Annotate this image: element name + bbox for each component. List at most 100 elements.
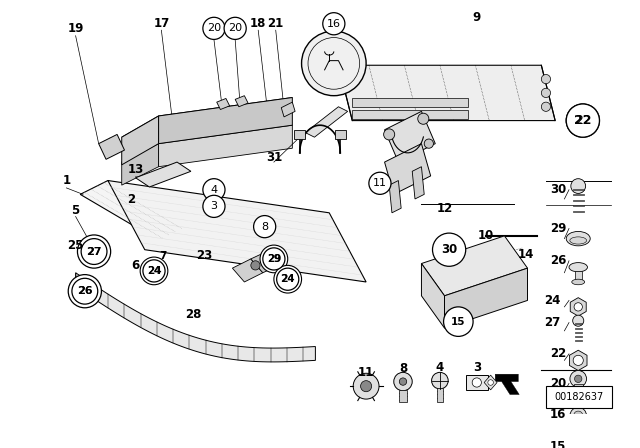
- Circle shape: [573, 315, 584, 326]
- Polygon shape: [352, 98, 468, 107]
- Polygon shape: [305, 107, 348, 137]
- Text: 24: 24: [544, 294, 561, 307]
- Text: 20: 20: [228, 23, 242, 33]
- Text: 24: 24: [280, 274, 295, 284]
- Text: 6: 6: [131, 259, 140, 272]
- Text: 1: 1: [62, 174, 70, 187]
- Ellipse shape: [566, 232, 590, 246]
- Circle shape: [570, 407, 586, 424]
- Text: 4: 4: [211, 185, 218, 195]
- Polygon shape: [399, 390, 406, 402]
- Circle shape: [140, 257, 168, 285]
- Circle shape: [81, 239, 107, 264]
- Text: 14: 14: [518, 248, 534, 261]
- Text: 19: 19: [67, 22, 84, 35]
- Circle shape: [472, 378, 481, 387]
- Polygon shape: [445, 268, 527, 328]
- Polygon shape: [466, 375, 488, 390]
- Circle shape: [224, 17, 246, 39]
- Text: 29: 29: [267, 254, 281, 264]
- Circle shape: [573, 355, 583, 366]
- Text: 25: 25: [67, 239, 84, 252]
- Polygon shape: [352, 109, 468, 119]
- Text: 8: 8: [261, 222, 268, 232]
- Circle shape: [575, 375, 582, 383]
- Text: 22: 22: [575, 114, 591, 127]
- Circle shape: [323, 13, 345, 35]
- Polygon shape: [294, 130, 305, 139]
- Polygon shape: [575, 421, 581, 430]
- Polygon shape: [412, 167, 424, 199]
- Circle shape: [253, 215, 276, 238]
- Polygon shape: [159, 125, 292, 167]
- Circle shape: [574, 303, 582, 311]
- Polygon shape: [389, 181, 401, 213]
- Polygon shape: [136, 162, 191, 187]
- Polygon shape: [339, 65, 555, 121]
- Text: 4: 4: [436, 361, 444, 374]
- Text: 18: 18: [250, 17, 266, 30]
- Circle shape: [571, 179, 586, 194]
- Polygon shape: [251, 253, 276, 273]
- Polygon shape: [80, 181, 186, 241]
- Text: 27: 27: [86, 246, 102, 257]
- Polygon shape: [385, 144, 431, 194]
- Circle shape: [77, 235, 111, 268]
- Circle shape: [541, 88, 550, 98]
- Circle shape: [263, 248, 285, 270]
- Circle shape: [541, 102, 550, 112]
- Text: 17: 17: [153, 17, 170, 30]
- Text: 26: 26: [78, 286, 92, 296]
- Polygon shape: [570, 297, 586, 316]
- Text: 27: 27: [544, 316, 561, 329]
- Polygon shape: [573, 384, 583, 393]
- Text: 20: 20: [550, 377, 566, 390]
- Circle shape: [424, 139, 433, 148]
- Polygon shape: [422, 236, 527, 296]
- Circle shape: [541, 74, 550, 84]
- Circle shape: [203, 17, 225, 39]
- Text: 15: 15: [451, 317, 465, 327]
- Text: 8: 8: [399, 362, 407, 375]
- Text: 13: 13: [127, 163, 143, 176]
- Circle shape: [143, 260, 165, 282]
- Text: 3: 3: [473, 361, 481, 374]
- Ellipse shape: [570, 237, 587, 244]
- Circle shape: [444, 307, 473, 336]
- Circle shape: [72, 278, 98, 304]
- Polygon shape: [575, 327, 582, 328]
- Polygon shape: [495, 374, 519, 395]
- Text: 26: 26: [77, 286, 93, 296]
- Text: 7: 7: [159, 251, 167, 261]
- Text: 9: 9: [473, 11, 481, 24]
- Text: 11: 11: [358, 366, 374, 379]
- Polygon shape: [122, 98, 292, 137]
- Polygon shape: [560, 445, 588, 448]
- Polygon shape: [122, 116, 159, 165]
- Polygon shape: [573, 189, 584, 190]
- Text: 22: 22: [574, 114, 591, 127]
- Circle shape: [203, 179, 225, 201]
- Polygon shape: [575, 340, 582, 341]
- Ellipse shape: [569, 263, 588, 272]
- Text: 16: 16: [550, 408, 566, 421]
- Text: 20: 20: [207, 23, 221, 33]
- Circle shape: [573, 411, 583, 420]
- Circle shape: [566, 104, 600, 137]
- Circle shape: [251, 261, 260, 270]
- Polygon shape: [122, 144, 159, 185]
- Text: 26: 26: [550, 254, 566, 267]
- Text: 29: 29: [550, 222, 566, 235]
- Circle shape: [274, 265, 301, 293]
- Text: 15: 15: [550, 439, 566, 448]
- Circle shape: [260, 245, 288, 273]
- Circle shape: [418, 113, 429, 124]
- Polygon shape: [99, 134, 125, 159]
- Polygon shape: [575, 323, 582, 324]
- Circle shape: [570, 370, 586, 387]
- Text: 16: 16: [327, 19, 341, 29]
- Polygon shape: [76, 273, 316, 362]
- Circle shape: [276, 268, 299, 290]
- Text: 31: 31: [266, 151, 282, 164]
- Polygon shape: [122, 125, 292, 162]
